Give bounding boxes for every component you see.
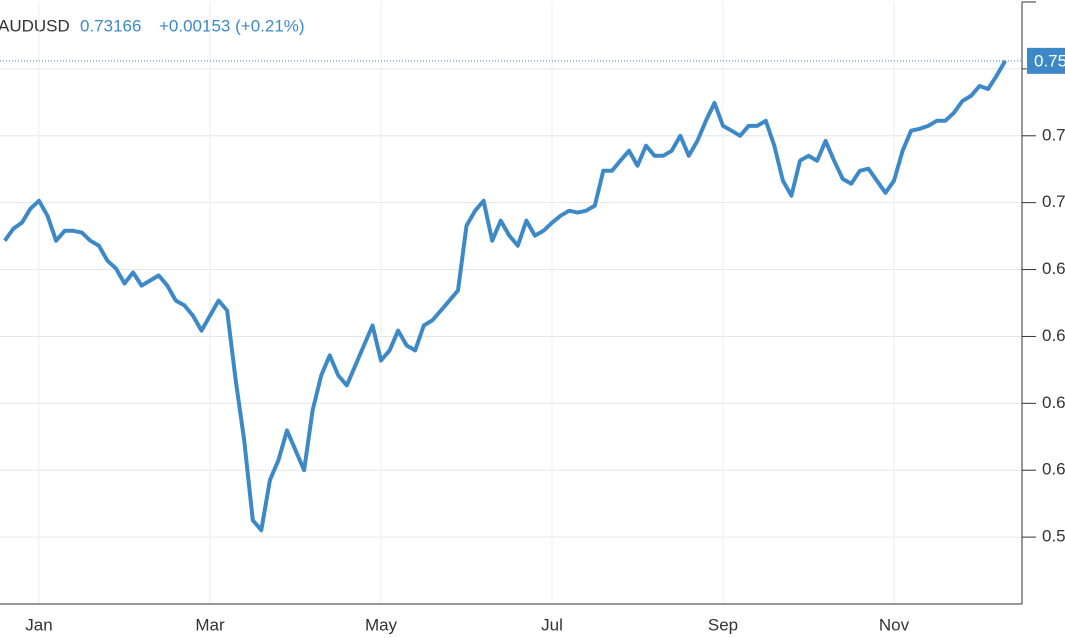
last-value-label: 0.75 xyxy=(1034,51,1065,70)
y-tick-label: 0.5 xyxy=(1042,527,1065,546)
y-tick-label: 0.6 xyxy=(1042,259,1065,278)
price: 0.73166 xyxy=(80,16,141,35)
last-value-box xyxy=(1027,47,1065,74)
y-tick-label: 0.7 xyxy=(1042,125,1065,144)
x-tick-label: Jul xyxy=(541,615,563,634)
x-tick-label: Nov xyxy=(879,615,910,634)
y-tick-label: 0.6 xyxy=(1042,460,1065,479)
x-tick-label: May xyxy=(365,615,398,634)
y-tick-label: 0.6 xyxy=(1042,326,1065,345)
y-tick-label: 0.7 xyxy=(1042,192,1065,211)
change: +0.00153 (+0.21%) xyxy=(159,16,305,35)
x-tick-label: Mar xyxy=(195,615,225,634)
line xyxy=(3,59,1007,533)
x-tick-label: Jan xyxy=(25,615,52,634)
y-tick-label: 0.6 xyxy=(1042,393,1065,412)
chart-title: AUDUSD xyxy=(0,16,70,35)
x-tick-label: Sep xyxy=(708,615,738,634)
